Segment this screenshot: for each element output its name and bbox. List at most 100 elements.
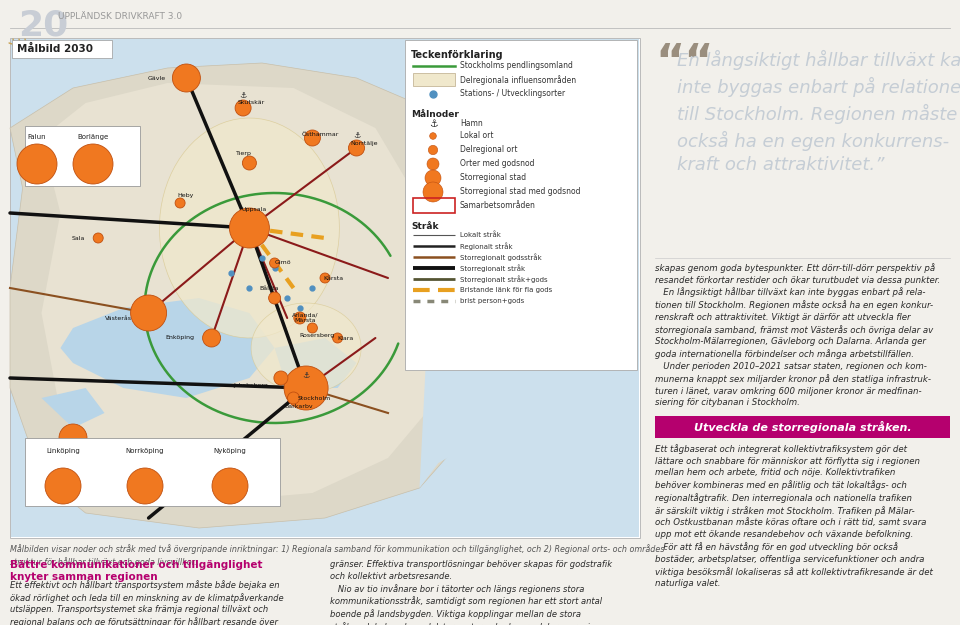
Polygon shape [41,83,451,503]
Bar [25,126,140,186]
Polygon shape [10,63,527,528]
Circle shape [45,468,81,504]
Circle shape [173,64,201,92]
Text: Delregionala influensområden: Delregionala influensområden [460,75,576,85]
Circle shape [307,323,318,333]
Circle shape [425,170,441,186]
Circle shape [332,333,343,343]
Text: gränser. Effektiva transportlösningar behöver skapas för godstrafik
och kollekti: gränser. Effektiva transportlösningar be… [330,560,612,625]
Circle shape [348,140,365,156]
Polygon shape [60,298,275,398]
Circle shape [269,292,280,304]
Circle shape [242,156,256,170]
Text: Bättre kommunikationer och tillgänglighet
knyter samman regionen: Bättre kommunikationer och tillgänglighe… [10,560,262,582]
Text: Rosersberg: Rosersberg [300,334,335,339]
Text: Stations- / Utvecklingsorter: Stations- / Utvecklingsorter [460,89,565,99]
Text: Klara: Klara [338,336,353,341]
Circle shape [274,371,288,385]
Text: Stråk: Stråk [411,222,439,231]
Polygon shape [41,388,105,428]
Bar [11,39,639,537]
Bar [10,38,640,538]
Circle shape [203,329,221,347]
Text: Gävle: Gävle [147,76,165,81]
Circle shape [59,424,87,452]
Text: Nyköping: Nyköping [214,448,247,454]
Text: Teckenförklaring: Teckenförklaring [411,50,504,60]
Text: Målnoder: Målnoder [411,110,459,119]
Text: Norrtälje: Norrtälje [350,141,378,146]
Text: Storregional stad med godsnod: Storregional stad med godsnod [460,188,581,196]
Text: Målbild 2030: Målbild 2030 [17,44,93,54]
Text: Heby: Heby [177,192,193,198]
Text: Enköping: Enköping [165,336,194,341]
Circle shape [284,366,328,410]
Circle shape [93,233,104,243]
Text: ⚓: ⚓ [428,119,438,129]
Text: Östhammar: Östhammar [301,131,339,136]
Text: Stockholm: Stockholm [298,396,331,401]
Text: Linköping: Linköping [46,448,80,454]
Text: ““: ““ [655,42,713,85]
Text: Strängnäs: Strängnäs [120,484,152,489]
Text: Borlänge: Borlänge [78,134,108,140]
Text: Tierp: Tierp [236,151,252,156]
Polygon shape [252,303,361,393]
Circle shape [270,258,279,268]
Text: Hamn: Hamn [460,119,483,129]
Text: ⚓: ⚓ [302,371,310,380]
Text: Regionalt stråk: Regionalt stråk [460,242,513,250]
Text: Arlanda/
Märsta: Arlanda/ Märsta [292,312,318,323]
Bar [12,40,112,58]
Circle shape [73,144,113,184]
Text: > > >: > > > [12,43,37,52]
Text: Gimö: Gimö [275,261,291,266]
Text: Lokalt stråk: Lokalt stråk [460,232,501,238]
Text: Lokal ort: Lokal ort [460,131,493,141]
Circle shape [131,295,167,331]
Text: Österväla: Österväla [84,176,113,181]
Text: Uppsala: Uppsala [242,208,267,212]
Polygon shape [400,78,577,488]
Circle shape [294,312,306,324]
Circle shape [229,208,270,248]
Text: Samarbetsområden: Samarbetsområden [460,201,536,211]
Circle shape [427,158,439,170]
Text: Jakobsberg: Jakobsberg [233,384,268,389]
Text: Barkarbv: Barkarbv [284,404,313,409]
Circle shape [212,468,248,504]
Text: Utveckla de storregionala stråken.: Utveckla de storregionala stråken. [694,421,911,433]
Bar [413,73,455,86]
Text: ⚓: ⚓ [239,91,247,100]
Bar [405,40,637,370]
Text: Målbilden visar noder och stråk med två övergripande inriktningar: 1) Regionala : Målbilden visar noder och stråk med två … [10,544,667,566]
Polygon shape [159,118,340,338]
Circle shape [428,146,438,154]
Text: UPPLÄNDSK DRIVKRAFT 3.0: UPPLÄNDSK DRIVKRAFT 3.0 [58,12,182,21]
Text: Eskilstuna: Eskilstuna [37,444,69,449]
Text: Storregional stad: Storregional stad [460,174,526,182]
Circle shape [430,132,437,139]
Text: Västerås: Västerås [105,316,132,321]
Text: Sala: Sala [71,236,84,241]
Text: Norrköping: Norrköping [126,448,164,454]
Text: Skutskär: Skutskär [237,101,265,106]
Text: En långsiktigt hållbar tillväxt kan
inte byggas enbart på relationen
till Stockh: En långsiktigt hållbar tillväxt kan inte… [677,50,960,174]
Bar [25,438,280,506]
Circle shape [423,182,443,202]
Text: Storregionalt stråk+gods: Storregionalt stråk+gods [460,275,547,283]
Text: Ett tågbaserat och integrerat kollektivtrafiksystem gör det
lättare och snabbare: Ett tågbaserat och integrerat kollektivt… [655,444,933,588]
Text: Stockholms pendlingsomland: Stockholms pendlingsomland [460,61,573,71]
Text: Storregionalt stråk: Storregionalt stråk [460,264,525,272]
Text: Bristande länk för fla gods: Bristande länk för fla gods [460,287,552,293]
Text: Bålsta: Bålsta [260,286,279,291]
Circle shape [304,130,321,146]
Text: brist person+gods: brist person+gods [460,298,524,304]
Text: Storregionalt godsstråk: Storregionalt godsstråk [460,253,541,261]
Circle shape [128,470,144,486]
Bar [655,416,950,438]
Text: ⚓: ⚓ [352,131,360,140]
Circle shape [127,468,163,504]
Circle shape [287,392,300,404]
Text: 20: 20 [18,8,68,42]
